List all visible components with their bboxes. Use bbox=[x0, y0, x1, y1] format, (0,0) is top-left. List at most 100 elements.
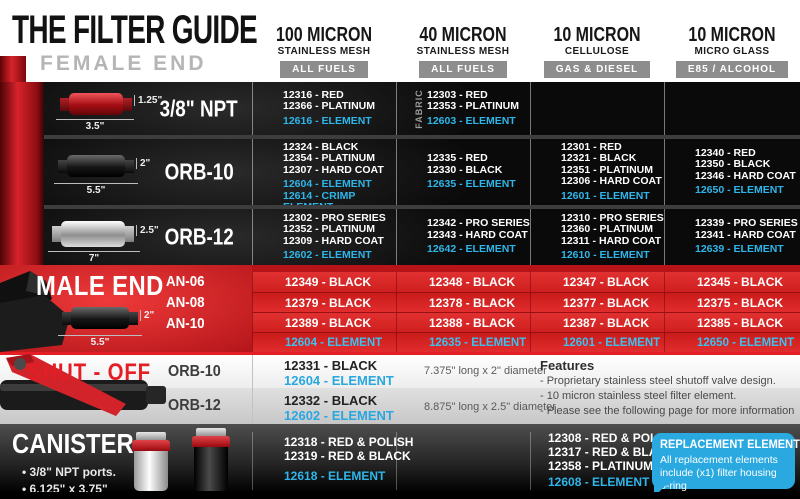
dimension-length: 7" bbox=[48, 251, 140, 264]
row-photo-zone: 1.25" 3.5" 3/8" NPT bbox=[0, 82, 252, 135]
element-numbers: 12610 - ELEMENT bbox=[561, 249, 650, 261]
micron-rating: 40 MICRON bbox=[419, 24, 507, 46]
cell-an06-40micron: 12348 - BLACK bbox=[396, 272, 530, 292]
column-header-10-micron-micro-glass: 10 MICRON MICRO GLASS E85 / ALCOHOL bbox=[664, 0, 800, 82]
fuel-badge: ALL FUELS bbox=[280, 61, 368, 78]
element-numbers: 12616 - ELEMENT bbox=[283, 114, 372, 127]
cell-an06-10micron-cellulose: 12347 - BLACK bbox=[530, 272, 664, 292]
fuel-badge: GAS & DIESEL bbox=[543, 61, 651, 78]
micron-rating: 10 MICRON bbox=[688, 24, 776, 46]
section-label-female-end: FEMALE END bbox=[40, 52, 207, 75]
replacement-elements-callout: REPLACEMENT ELEMENTS All replacement ele… bbox=[652, 433, 800, 497]
part-number: 12331 - BLACK bbox=[284, 358, 378, 373]
canister-photo-polished bbox=[130, 432, 174, 492]
cell-npt-10micron-microglass bbox=[664, 82, 800, 135]
cell-orb12-10micron-microglass: 12339 - PRO SERIES 12341 - HARD COAT 126… bbox=[664, 209, 800, 265]
canister-100micron-parts: 12318 - RED & POLISH 12319 - RED & BLACK bbox=[284, 435, 414, 463]
element-numbers: 12603 - ELEMENT bbox=[427, 114, 516, 127]
element-numbers: 12639 - ELEMENT bbox=[695, 243, 784, 256]
shutoff-orb12-parts: 12332 - BLACK 12602 - ELEMENT bbox=[284, 393, 394, 423]
shutoff-valve-photo bbox=[0, 354, 166, 416]
row-label: ORB-10 bbox=[164, 158, 234, 185]
male-end-title: MALE END bbox=[36, 270, 164, 301]
part-numbers: 12342 - PRO SERIES 12343 - HARD COAT bbox=[427, 217, 530, 241]
row-label-an08: AN-08 bbox=[166, 295, 205, 311]
element-numbers: 12601 - ELEMENT bbox=[561, 189, 650, 202]
cell-npt-10micron-cellulose bbox=[530, 82, 664, 135]
red-divider-line bbox=[0, 352, 800, 355]
chrome-inline-filter-photo bbox=[52, 221, 134, 247]
table-row-orb10: 2" 5.5" ORB-10 12304 - RED 12324 - BLACK… bbox=[0, 139, 800, 205]
part-numbers: 12339 - PRO SERIES 12341 - HARD COAT bbox=[695, 217, 798, 241]
cell-male-element-40micron: 12635 - ELEMENT bbox=[396, 333, 530, 352]
dimension-height: 2.5" bbox=[136, 225, 159, 236]
dimension-height: 1.25" bbox=[134, 95, 162, 106]
an-fitting-photo bbox=[0, 271, 70, 352]
part-numbers: 12301 - RED 12321 - BLACK 12351 - PLATIN… bbox=[561, 140, 662, 188]
canister-100micron-elements: 12618 - ELEMENT bbox=[284, 469, 386, 483]
cell-npt-40micron: FABRIC 12303 - RED 12353 - PLATINUM 1260… bbox=[396, 82, 530, 135]
callout-title: REPLACEMENT ELEMENTS bbox=[660, 439, 800, 451]
table-row-orb12: 2.5" 7" ORB-12 12302 - PRO SERIES 12352 … bbox=[0, 209, 800, 265]
cell-orb10-10micron-cellulose: 12301 - RED 12321 - BLACK 12351 - PLATIN… bbox=[530, 139, 664, 205]
table-row-npt: 1.25" 3.5" 3/8" NPT 12316 - RED 12366 - … bbox=[0, 82, 800, 135]
row-label-orb12: ORB-12 bbox=[168, 397, 221, 414]
cell-orb10-40micron: 12335 - RED 12330 - BLACK 12635 - ELEMEN… bbox=[396, 139, 530, 205]
shut-off-title: SHUT - OFF bbox=[28, 359, 151, 386]
media-type: MICRO GLASS bbox=[694, 46, 770, 57]
cell-an08-40micron: 12378 - BLACK bbox=[396, 293, 530, 312]
dimension-length: 5.5" bbox=[58, 335, 142, 348]
dimension-length: 5.5" bbox=[54, 183, 138, 196]
part-numbers: 12340 - RED 12350 - BLACK 12346 - HARD C… bbox=[695, 146, 796, 182]
cell-an10-100micron: 12389 - BLACK bbox=[252, 313, 396, 332]
red-filter-photo-top bbox=[0, 56, 26, 82]
cell-an10-10micron-microglass: 12385 - BLACK bbox=[664, 313, 800, 332]
male-end-label-panel: MALE END AN-06 AN-08 AN-10 2" 5.5" bbox=[0, 265, 252, 352]
cell-male-element-100micron: 12604 - ELEMENT bbox=[252, 333, 396, 352]
element-number: 12602 - ELEMENT bbox=[284, 408, 394, 423]
black-inline-filter-photo bbox=[62, 307, 138, 329]
red-inline-filter-photo bbox=[60, 93, 132, 115]
column-divider bbox=[252, 355, 253, 424]
cell-npt-100micron: 12316 - RED 12366 - PLATINUM 12616 - ELE… bbox=[252, 82, 396, 135]
fabric-tag: FABRIC bbox=[413, 88, 424, 129]
row-photo-zone: 2.5" 7" ORB-12 bbox=[0, 209, 252, 265]
row-separator bbox=[0, 205, 800, 209]
cell-male-element-10micron-cellulose: 12601 - ELEMENT bbox=[530, 333, 664, 352]
part-numbers: 12335 - RED 12330 - BLACK bbox=[427, 152, 503, 176]
cell-an06-100micron: 12349 - BLACK bbox=[252, 272, 396, 292]
element-numbers: 12604 - ELEMENT 12614 - CRIMP ELEMENT bbox=[283, 178, 372, 205]
canister-photo-black bbox=[190, 428, 234, 492]
column-headers: 100 MICRON STAINLESS MESH ALL FUELS 40 M… bbox=[252, 0, 800, 82]
cell-orb10-10micron-microglass: 12340 - RED 12350 - BLACK 12346 - HARD C… bbox=[664, 139, 800, 205]
micron-rating: 10 MICRON bbox=[553, 24, 641, 46]
row-label-an06: AN-06 bbox=[166, 274, 205, 290]
fuel-badge: E85 / ALCOHOL bbox=[675, 61, 789, 78]
row-photo-zone: 2" 5.5" ORB-10 bbox=[0, 139, 252, 205]
cell-an10-40micron: 12388 - BLACK bbox=[396, 313, 530, 332]
cell-an10-10micron-cellulose: 12387 - BLACK bbox=[530, 313, 664, 332]
male-end-section: 12349 - BLACK 12348 - BLACK 12347 - BLAC… bbox=[0, 265, 800, 352]
column-header-40-micron: 40 MICRON STAINLESS MESH ALL FUELS bbox=[396, 0, 530, 82]
female-end-section: 1.25" 3.5" 3/8" NPT 12316 - RED 12366 - … bbox=[0, 82, 800, 265]
features-block: Features - Proprietary stainless steel s… bbox=[540, 358, 795, 419]
part-number: 12332 - BLACK bbox=[284, 393, 378, 408]
canister-specs: • 3/8" NPT ports. • 6.125" x 3.75" bbox=[22, 465, 116, 496]
column-divider bbox=[396, 432, 397, 490]
shutoff-orb10-size: 7.375" long x 2" diameter bbox=[424, 365, 547, 377]
black-inline-filter-photo bbox=[58, 155, 134, 177]
element-numbers: 12602 - ELEMENT bbox=[283, 249, 372, 261]
media-type: CELLULOSE bbox=[564, 46, 630, 57]
shutoff-orb12-size: 8.875" long x 2.5" diameter bbox=[424, 401, 556, 413]
features-title: Features bbox=[540, 358, 595, 373]
shut-off-section: SHUT - OFF ORB-10 ORB-12 12331 - BLACK 1… bbox=[0, 352, 800, 424]
canister-section: CANISTER • 3/8" NPT ports. • 6.125" x 3.… bbox=[0, 424, 800, 499]
row-label: 3/8" NPT bbox=[159, 95, 239, 121]
element-numbers: 12642 - ELEMENT bbox=[427, 243, 516, 256]
dimension-height: 2" bbox=[136, 158, 150, 169]
dimension-length: 3.5" bbox=[56, 119, 134, 132]
column-header-100-micron: 100 MICRON STAINLESS MESH ALL FUELS bbox=[252, 0, 396, 82]
cell-an08-10micron-cellulose: 12377 - BLACK bbox=[530, 293, 664, 312]
dimension-height: 2" bbox=[140, 310, 154, 321]
